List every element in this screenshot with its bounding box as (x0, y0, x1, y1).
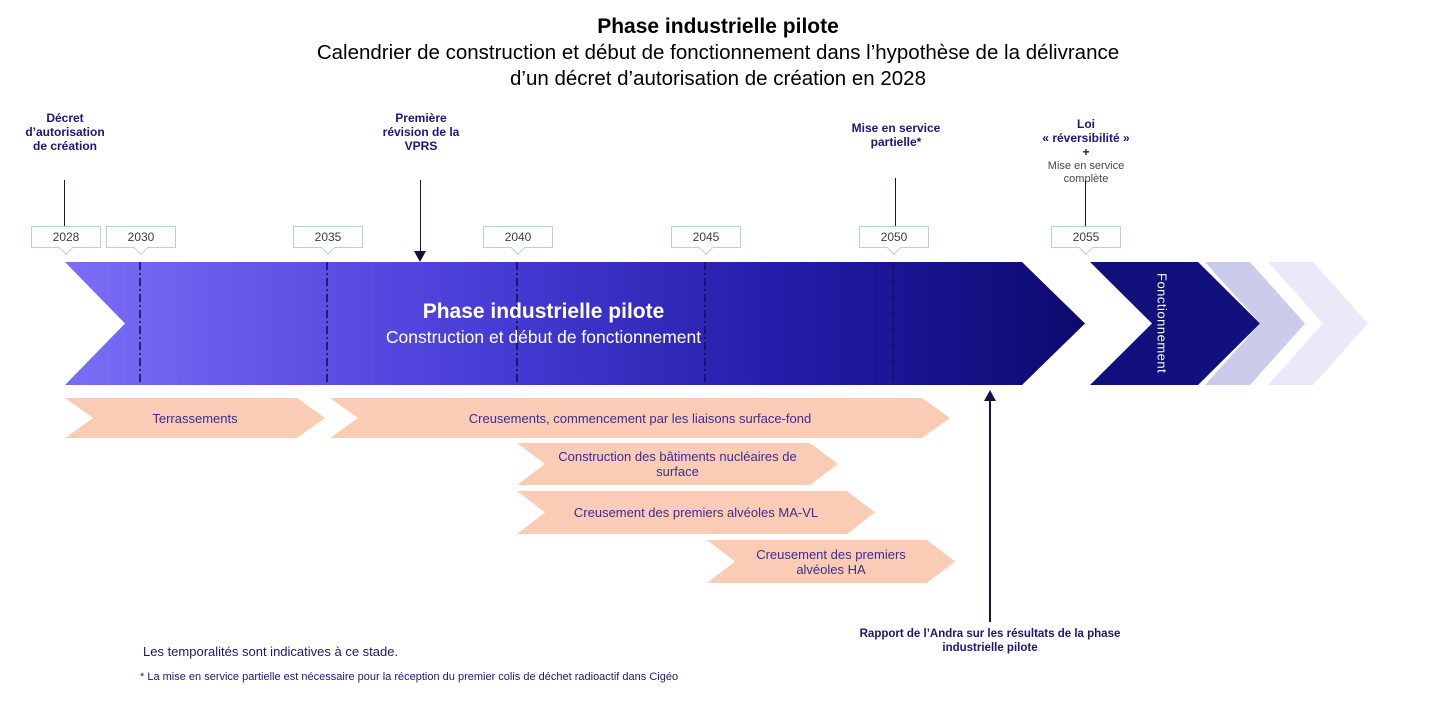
fade-chevron-2-icon (1268, 262, 1368, 385)
page-header: Phase industrielle pilote Calendrier de … (0, 14, 1436, 92)
annotation-loi-main: Loi « réversibilité » + (1042, 117, 1130, 159)
year-box-2050: 2050 (859, 226, 929, 256)
annotation-vprs-arrowhead-icon (414, 251, 426, 262)
annotation-vprs-arrow-line (420, 180, 421, 252)
annotation-mise-en-service-partielle: Mise en service partielle* (851, 121, 941, 149)
report-arrowhead-icon (984, 390, 996, 401)
annotation-loi-line (1085, 181, 1086, 226)
annotation-decret-line (64, 180, 65, 226)
annotation-mise-partielle-line (895, 178, 896, 226)
main-phase-arrow (65, 262, 1085, 385)
main-arrow-title: Phase industrielle pilote (422, 300, 665, 323)
task-arrow-creusements: Creusements, commencement par les liaiso… (330, 398, 950, 438)
year-box-2035: 2035 (293, 226, 363, 256)
report-arrow-line (989, 400, 991, 622)
year-label: 2030 (127, 230, 155, 244)
year-box-2028: 2028 (31, 226, 101, 256)
year-label: 2045 (692, 230, 720, 244)
year-box-2040: 2040 (483, 226, 553, 256)
year-box-2055: 2055 (1051, 226, 1121, 256)
task-arrow-alveoles-ha: Creusement des premiers alvéoles HA (707, 540, 955, 583)
annotation-loi-sub: Mise en service complète (1047, 160, 1125, 185)
annotation-decret: Décret d’autorisation de création (25, 111, 105, 153)
annotation-loi-reversibilite: Loi « réversibilité » + Mise en service … (1042, 103, 1129, 200)
fade-chevron-1-icon (1205, 262, 1305, 385)
report-annotation: Rapport de l’Andra sur les résultats de … (859, 628, 1121, 654)
year-label: 2050 (880, 230, 908, 244)
year-label: 2028 (52, 230, 80, 244)
year-label: 2040 (504, 230, 532, 244)
fonctionnement-chevron (1090, 262, 1260, 385)
task-arrow-alveoles-mavl: Creusement des premiers alvéoles MA-VL (517, 491, 875, 534)
fonctionnement-label: Fonctionnement (1154, 273, 1170, 374)
footnote-mise-en-service: * La mise en service partielle est néces… (140, 671, 679, 683)
page-title: Phase industrielle pilote (597, 15, 839, 38)
year-box-2045: 2045 (671, 226, 741, 256)
task-arrow-construction-batiments: Construction des bâtiments nucléaires de… (517, 443, 838, 485)
main-arrow-subtitle: Construction et début de fonctionnement (385, 327, 702, 347)
year-label: 2055 (1072, 230, 1100, 244)
year-label: 2035 (314, 230, 342, 244)
task-arrow-terrassements: Terrassements (65, 398, 325, 438)
footnote-temporalites: Les temporalités sont indicatives à ce s… (143, 644, 399, 659)
year-box-2030: 2030 (106, 226, 176, 256)
annotation-vprs: Première révision de la VPRS (382, 111, 460, 153)
page-subtitle: Calendrier de construction et début de f… (316, 41, 1120, 90)
main-arrow-text: Phase industrielle pilote Construction e… (65, 262, 1022, 385)
